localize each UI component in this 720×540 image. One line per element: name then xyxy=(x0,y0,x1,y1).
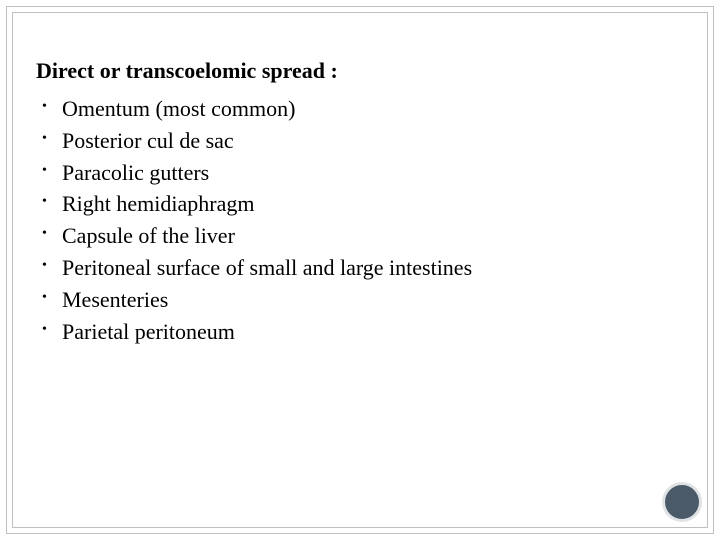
list-item: Posterior cul de sac xyxy=(36,125,684,157)
slide-content: Direct or transcoelomic spread : Omentum… xyxy=(36,56,684,348)
list-item: Mesenteries xyxy=(36,284,684,316)
list-item: Capsule of the liver xyxy=(36,220,684,252)
list-item: Paracolic gutters xyxy=(36,157,684,189)
list-item: Omentum (most common) xyxy=(36,93,684,125)
decorative-circle-icon xyxy=(662,482,702,522)
bullet-list: Omentum (most common) Posterior cul de s… xyxy=(36,93,684,348)
slide-heading: Direct or transcoelomic spread : xyxy=(36,56,684,87)
list-item: Peritoneal surface of small and large in… xyxy=(36,252,684,284)
list-item: Right hemidiaphragm xyxy=(36,188,684,220)
list-item: Parietal peritoneum xyxy=(36,316,684,348)
